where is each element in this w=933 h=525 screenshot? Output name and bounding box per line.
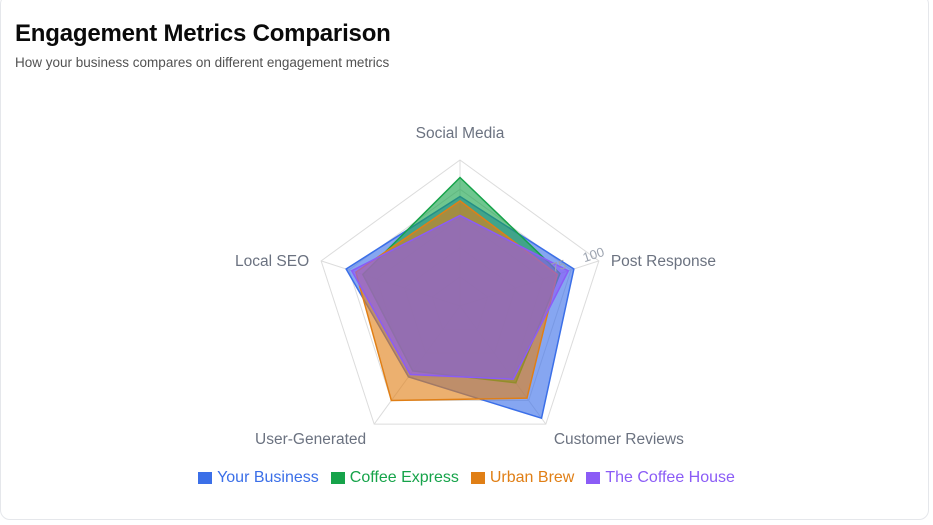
radial-tick-label: 100: [581, 244, 606, 265]
legend-label: Coffee Express: [349, 469, 459, 486]
legend-item-the-coffee-house[interactable]: The Coffee House: [586, 469, 735, 487]
axis-label-user-generated: User-Generated: [255, 431, 366, 448]
legend-swatch: [470, 472, 485, 484]
axis-label-customer-reviews: Customer Reviews: [554, 431, 684, 448]
legend-item-coffee-express[interactable]: Coffee Express: [330, 469, 459, 487]
radial-tick-label: 75: [550, 257, 568, 276]
legend-item-your-business[interactable]: Your Business: [198, 469, 319, 487]
chart-title: Engagement Metrics Comparison: [15, 20, 391, 47]
legend-label: The Coffee House: [605, 469, 735, 486]
axis-label-social-media: Social Media: [416, 125, 505, 142]
series-area-the-coffee-house: [350, 214, 570, 381]
legend-swatch: [330, 472, 345, 484]
legend-item-urban-brew[interactable]: Urban Brew: [470, 469, 575, 487]
legend-swatch: [198, 472, 213, 484]
legend-label: Urban Brew: [489, 469, 575, 486]
legend-swatch: [586, 472, 601, 484]
radar-axis-labels: 75 100 Social Media Post Response Customer R…: [235, 125, 716, 448]
chart-subtitle: How your business compares on different …: [15, 55, 390, 70]
chart-legend: Your Business Coffee Express Urban Brew The…: [0, 469, 933, 487]
axis-label-local-seo: Local SEO: [235, 253, 309, 270]
axis-label-post-response: Post Response: [611, 253, 716, 270]
legend-label: Your Business: [217, 469, 319, 486]
radar-series-areas: [345, 176, 575, 420]
grid-ring-5: [320, 159, 600, 425]
